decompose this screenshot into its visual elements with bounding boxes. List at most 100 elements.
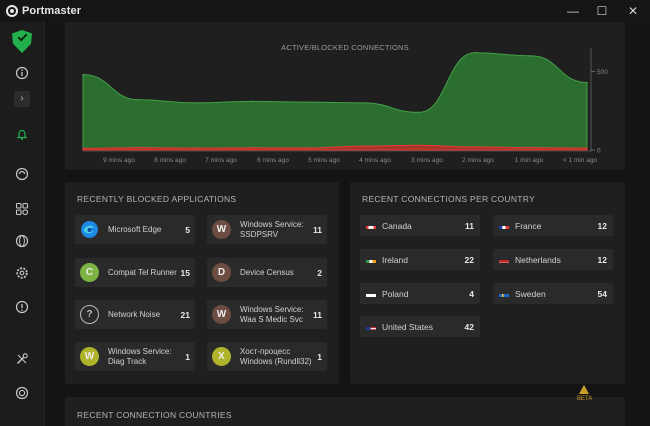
- chart-point: [586, 147, 588, 149]
- recent-countries-title: RECENT CONNECTION COUNTRIES: [77, 410, 232, 420]
- blocked-app-count: 2: [317, 268, 322, 278]
- blocked-app-name: Device Census: [240, 268, 294, 277]
- chart-point: [362, 102, 364, 104]
- close-button[interactable]: ✕: [627, 4, 639, 18]
- beta-label: BETA: [577, 396, 593, 402]
- blocked-app-count: 1: [185, 352, 190, 362]
- blocked-app-item[interactable]: D Device Census 2: [207, 258, 327, 287]
- settings-gear-icon[interactable]: [15, 266, 29, 280]
- minimize-button[interactable]: —: [567, 4, 579, 18]
- country-item[interactable]: Poland 4: [360, 283, 480, 304]
- chart-point: [250, 147, 252, 149]
- chart-point: [138, 146, 140, 149]
- globe-icon[interactable]: [15, 234, 29, 248]
- expand-chevron-icon[interactable]: ›: [14, 91, 30, 107]
- country-count: 4: [469, 289, 474, 299]
- country-name: Poland: [382, 289, 409, 299]
- chart-point: [418, 144, 420, 147]
- blocked-app-count: 21: [180, 310, 190, 320]
- blocked-app-count: 11: [313, 310, 322, 320]
- blocked-app-name: Compat Tel Runner: [108, 268, 177, 277]
- country-count: 12: [597, 255, 607, 265]
- country-item[interactable]: Ireland 22: [360, 249, 480, 270]
- blocked-app-name: Windows Service: Diag Track: [108, 347, 172, 366]
- ireland-flag-icon: [366, 255, 376, 263]
- blocked-connections-area: [82, 144, 588, 151]
- country-item[interactable]: Canada 11: [360, 215, 480, 236]
- app-title: Portmaster: [22, 5, 82, 17]
- blocked-app-item[interactable]: ? Network Noise 21: [75, 300, 195, 329]
- connections-chart: 500 0 9 mins ago 8 mins ago 7 mins ago 6 mins…: [82, 48, 608, 164]
- country-name: France: [515, 221, 542, 231]
- blocked-app-item[interactable]: W Windows Service: Diag Track 1: [75, 342, 195, 371]
- blocked-app-name: Windows Service: Waa S Medic Svc: [240, 305, 304, 324]
- country-name: Ireland: [382, 255, 408, 265]
- country-name: United States: [382, 322, 434, 332]
- blocked-app-item[interactable]: Microsoft Edge 5: [75, 215, 195, 244]
- chart-point: [530, 146, 532, 149]
- country-item[interactable]: Sweden 54: [493, 283, 613, 304]
- chart-point: [250, 100, 252, 103]
- letter-x-icon: X: [212, 347, 231, 366]
- blocked-app-count: 15: [180, 268, 190, 278]
- info-icon[interactable]: [15, 66, 29, 80]
- blocked-app-name: Microsoft Edge: [108, 225, 162, 234]
- country-item[interactable]: United States 42: [360, 316, 480, 337]
- countries-title: RECENT CONNECTIONS PER COUNTRY: [362, 194, 536, 204]
- blocked-app-count: 5: [185, 225, 190, 235]
- blocked-app-count: 1: [317, 352, 322, 362]
- chart-point: [82, 73, 84, 76]
- x-tick-label: 8 mins ago: [154, 157, 186, 164]
- usa-flag-icon: [366, 322, 376, 330]
- spin-icon[interactable]: [15, 167, 29, 181]
- country-item[interactable]: Netherlands 12: [493, 249, 613, 270]
- poland-flag-icon: [366, 289, 376, 297]
- country-count: 42: [464, 322, 474, 332]
- canada-flag-icon: [366, 221, 376, 229]
- blocked-app-item[interactable]: W Windows Service: Waa S Medic Svc 11: [207, 300, 327, 329]
- countries-card: RECENT CONNECTIONS PER COUNTRY Canada 11 F…: [350, 182, 625, 384]
- country-count: 11: [465, 221, 474, 231]
- blocked-app-name: Хост-процесс Windows (Rundll32): [240, 347, 312, 366]
- country-count: 22: [464, 255, 474, 265]
- apps-grid-icon[interactable]: [15, 202, 29, 216]
- country-item[interactable]: France 12: [493, 215, 613, 236]
- x-tick-label: 5 mins ago: [308, 157, 340, 164]
- country-count: 12: [597, 221, 607, 231]
- sweden-flag-icon: [499, 289, 509, 297]
- support-icon[interactable]: [15, 386, 29, 400]
- main-content: ACTIVE/BLOCKED CONNECTIONS 500 0 9 mins ag…: [45, 22, 650, 426]
- help-icon[interactable]: [15, 300, 29, 314]
- x-tick-label: 4 mins ago: [359, 157, 391, 164]
- chart-point: [474, 51, 476, 54]
- chart-point: [530, 55, 532, 57]
- bell-icon[interactable]: [15, 127, 29, 141]
- x-tick-label: 1 min ago: [515, 157, 544, 164]
- blocked-app-item[interactable]: W Windows Service: SSDPSRV 11: [207, 215, 327, 244]
- chart-point: [306, 101, 308, 103]
- letter-c-icon: C: [80, 263, 99, 282]
- y-tick-label: 0: [597, 148, 601, 155]
- recent-countries-card: RECENT CONNECTION COUNTRIES: [65, 397, 625, 426]
- sidebar: ›: [0, 22, 45, 426]
- shield-check-icon[interactable]: [12, 30, 32, 53]
- letter-w-icon: W: [80, 347, 99, 366]
- beta-icon: [579, 385, 589, 394]
- blocked-app-item[interactable]: C Compat Tel Runner 15: [75, 258, 195, 287]
- country-name: Sweden: [515, 289, 546, 299]
- blocked-apps-card: RECENTLY BLOCKED APPLICATIONS Microsoft …: [65, 182, 339, 384]
- letter-w-icon: W: [212, 220, 231, 239]
- letter-d-icon: D: [212, 263, 231, 282]
- blocked-apps-title: RECENTLY BLOCKED APPLICATIONS: [77, 194, 237, 204]
- tools-icon[interactable]: [15, 352, 29, 366]
- maximize-button[interactable]: ☐: [596, 4, 608, 18]
- letter-w-icon: W: [212, 305, 231, 324]
- chart-point: [362, 145, 364, 147]
- title-bar: Portmaster — ☐ ✕: [0, 0, 650, 22]
- country-count: 54: [597, 289, 607, 299]
- blocked-app-item[interactable]: X Хост-процесс Windows (Rundll32) 1: [207, 342, 327, 371]
- france-flag-icon: [499, 221, 509, 229]
- x-tick-label: 2 mins ago: [462, 157, 494, 164]
- blocked-app-name: Network Noise: [108, 310, 161, 319]
- question-icon: ?: [80, 305, 99, 324]
